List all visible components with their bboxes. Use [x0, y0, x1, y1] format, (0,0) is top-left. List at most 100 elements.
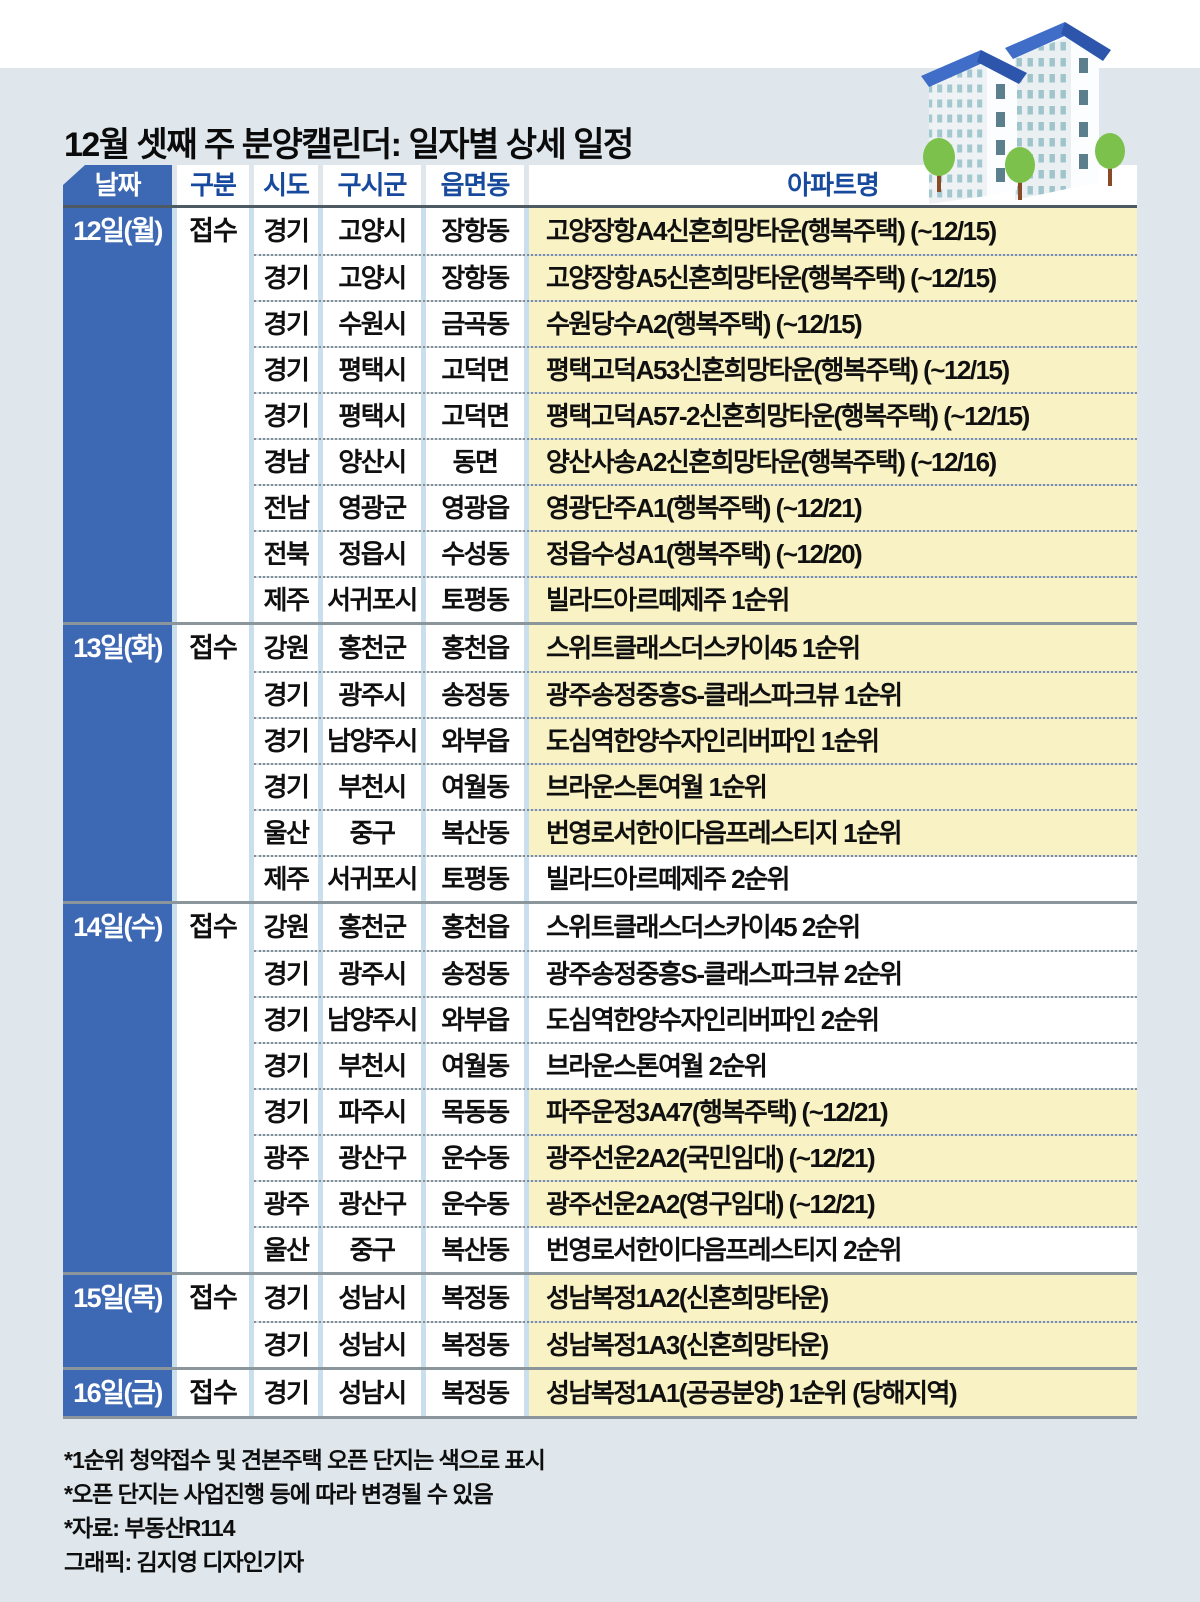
cell-apartment-name: 파주운정3A47(행복주택) (~12/21)	[529, 1090, 1137, 1134]
cell-eupmyeondong: 복산동	[426, 1228, 524, 1272]
cell-sido: 경기	[254, 719, 318, 763]
table-row: 광주 광산구 운수동 광주선운2A2(영구임대) (~12/21)	[254, 1180, 1137, 1226]
table-row: 강원 홍천군 홍천읍 스위트클래스더스카이45 2순위	[254, 904, 1137, 950]
table-row: 전남 영광군 영광읍 영광단주A1(행복주택) (~12/21)	[254, 484, 1137, 530]
cell-sido: 울산	[254, 811, 318, 855]
cell-gusigun: 영광군	[323, 486, 421, 530]
cell-apartment-name: 도심역한양수자인리버파인 2순위	[529, 998, 1137, 1042]
cell-apartment-name: 번영로서한이다음프레스티지 2순위	[529, 1228, 1137, 1272]
table-row: 경남 양산시 동면 양산사송A2신혼희망타운(행복주택) (~12/16)	[254, 438, 1137, 484]
header-cell-gusigun: 구시군	[323, 165, 421, 205]
cell-eupmyeondong: 운수동	[426, 1182, 524, 1226]
cell-apartment-name: 정읍수성A1(행복주택) (~12/20)	[529, 532, 1137, 576]
date-cell: 13일(화)	[63, 625, 172, 901]
cell-sido: 경기	[254, 998, 318, 1042]
date-section: 14일(수) 접수 강원 홍천군 홍천읍 스위트클래스더스카이45 2순위 경기 광주시 송정동…	[63, 901, 1137, 1272]
section-rows: 강원 홍천군 홍천읍 스위트클래스더스카이45 2순위 경기 광주시 송정동 광주송정중흥S-…	[254, 904, 1137, 1272]
cell-sido: 경기	[254, 1090, 318, 1134]
cell-apartment-name: 성남복정1A1(공공분양) 1순위 (당해지역)	[529, 1370, 1137, 1416]
page-title: 12월 셋째 주 분양캘린더: 일자별 상세 일정	[64, 125, 634, 164]
footnotes: *1순위 청약접수 및 견본주택 오픈 단지는 색으로 표시 *오픈 단지는 사…	[64, 1443, 546, 1579]
cell-sido: 제주	[254, 578, 318, 622]
cell-apartment-name: 수원당수A2(행복주택) (~12/15)	[529, 302, 1137, 346]
top-white-band	[0, 0, 1200, 68]
building-left	[921, 50, 1027, 204]
cell-sido: 강원	[254, 625, 318, 671]
cell-apartment-name: 평택고덕A53신혼희망타운(행복주택) (~12/15)	[529, 348, 1137, 392]
table-row: 경기 수원시 금곡동 수원당수A2(행복주택) (~12/15)	[254, 300, 1137, 346]
cell-gusigun: 수원시	[323, 302, 421, 346]
cell-gusigun: 성남시	[323, 1370, 421, 1416]
cell-eupmyeondong: 송정동	[426, 952, 524, 996]
cell-eupmyeondong: 복정동	[426, 1370, 524, 1416]
cell-sido: 경기	[254, 952, 318, 996]
cell-gusigun: 평택시	[323, 348, 421, 392]
table-row: 경기 남양주시 와부읍 도심역한양수자인리버파인 1순위	[254, 717, 1137, 763]
footnote-line: *자료: 부동산R114	[64, 1515, 236, 1541]
table-row: 경기 평택시 고덕면 평택고덕A53신혼희망타운(행복주택) (~12/15)	[254, 346, 1137, 392]
cell-sido: 경기	[254, 208, 318, 254]
cell-gusigun: 고양시	[323, 256, 421, 300]
cell-sido: 경기	[254, 394, 318, 438]
cell-apartment-name: 성남복정1A2(신혼희망타운)	[529, 1275, 1137, 1321]
cell-sido: 광주	[254, 1136, 318, 1180]
date-cell: 16일(금)	[63, 1370, 172, 1416]
footnote-line: *오픈 단지는 사업진행 등에 따라 변경될 수 있음	[64, 1481, 494, 1507]
cell-sido: 경기	[254, 1323, 318, 1367]
cell-apartment-name: 스위트클래스더스카이45 2순위	[529, 904, 1137, 950]
cell-sido: 울산	[254, 1228, 318, 1272]
cell-apartment-name: 스위트클래스더스카이45 1순위	[529, 625, 1137, 671]
table-row: 경기 고양시 장항동 고양장항A5신혼희망타운(행복주택) (~12/15)	[254, 254, 1137, 300]
cell-eupmyeondong: 와부읍	[426, 998, 524, 1042]
cell-eupmyeondong: 여월동	[426, 765, 524, 809]
header-cell-category: 구분	[177, 165, 249, 205]
cell-gusigun: 광산구	[323, 1182, 421, 1226]
cell-sido: 경기	[254, 1044, 318, 1088]
table-row: 경기 남양주시 와부읍 도심역한양수자인리버파인 2순위	[254, 996, 1137, 1042]
cell-sido: 경기	[254, 1275, 318, 1321]
cell-sido: 경기	[254, 765, 318, 809]
cell-eupmyeondong: 영광읍	[426, 486, 524, 530]
cell-eupmyeondong: 장항동	[426, 208, 524, 254]
cell-apartment-name: 광주송정중흥S-클래스파크뷰 2순위	[529, 952, 1137, 996]
table-row: 제주 서귀포시 토평동 빌라드아르떼제주 1순위	[254, 576, 1137, 622]
cell-gusigun: 고양시	[323, 208, 421, 254]
cell-gusigun: 정읍시	[323, 532, 421, 576]
cell-sido: 경기	[254, 256, 318, 300]
cell-apartment-name: 번영로서한이다음프레스티지 1순위	[529, 811, 1137, 855]
cell-gusigun: 남양주시	[323, 719, 421, 763]
building-right	[1005, 22, 1111, 200]
table-row: 경기 광주시 송정동 광주송정중흥S-클래스파크뷰 1순위	[254, 671, 1137, 717]
table-row: 경기 평택시 고덕면 평택고덕A57-2신혼희망타운(행복주택) (~12/15)	[254, 392, 1137, 438]
cell-apartment-name: 도심역한양수자인리버파인 1순위	[529, 719, 1137, 763]
cell-gusigun: 서귀포시	[323, 578, 421, 622]
cell-gusigun: 홍천군	[323, 904, 421, 950]
category-cell: 접수	[177, 904, 249, 1272]
apartment-buildings-icon	[915, 6, 1133, 212]
header-cell-eupmyeondong: 읍면동	[426, 165, 524, 205]
cell-apartment-name: 광주송정중흥S-클래스파크뷰 1순위	[529, 673, 1137, 717]
cell-eupmyeondong: 금곡동	[426, 302, 524, 346]
date-cell: 15일(목)	[63, 1275, 172, 1367]
cell-sido: 경기	[254, 673, 318, 717]
cell-gusigun: 남양주시	[323, 998, 421, 1042]
cell-apartment-name: 브라운스톤여월 2순위	[529, 1044, 1137, 1088]
date-section: 15일(목) 접수 경기 성남시 복정동 성남복정1A2(신혼희망타운) 경기 성남시 복정동 성…	[63, 1272, 1137, 1367]
table-row: 광주 광산구 운수동 광주선운2A2(국민임대) (~12/21)	[254, 1134, 1137, 1180]
cell-eupmyeondong: 장항동	[426, 256, 524, 300]
cell-sido: 전남	[254, 486, 318, 530]
table-row: 경기 고양시 장항동 고양장항A4신혼희망타운(행복주택) (~12/15)	[254, 208, 1137, 254]
header-cell-date: 날짜	[63, 165, 172, 205]
cell-gusigun: 성남시	[323, 1275, 421, 1321]
table-row: 경기 광주시 송정동 광주송정중흥S-클래스파크뷰 2순위	[254, 950, 1137, 996]
subscription-calendar-table: 날짜 구분 시도 구시군 읍면동 아파트명 12일(월) 접수 경기 고양시 장항동 고양장항A4신…	[63, 165, 1137, 1419]
table-row: 경기 성남시 복정동 성남복정1A2(신혼희망타운)	[254, 1275, 1137, 1321]
category-cell: 접수	[177, 625, 249, 901]
table-row: 경기 성남시 복정동 성남복정1A1(공공분양) 1순위 (당해지역)	[254, 1370, 1137, 1416]
cell-eupmyeondong: 토평동	[426, 578, 524, 622]
cell-eupmyeondong: 복정동	[426, 1275, 524, 1321]
cell-eupmyeondong: 동면	[426, 440, 524, 484]
date-section: 12일(월) 접수 경기 고양시 장항동 고양장항A4신혼희망타운(행복주택) (~12/…	[63, 208, 1137, 622]
footnote-line: *1순위 청약접수 및 견본주택 오픈 단지는 색으로 표시	[64, 1447, 546, 1473]
table-row: 강원 홍천군 홍천읍 스위트클래스더스카이45 1순위	[254, 625, 1137, 671]
